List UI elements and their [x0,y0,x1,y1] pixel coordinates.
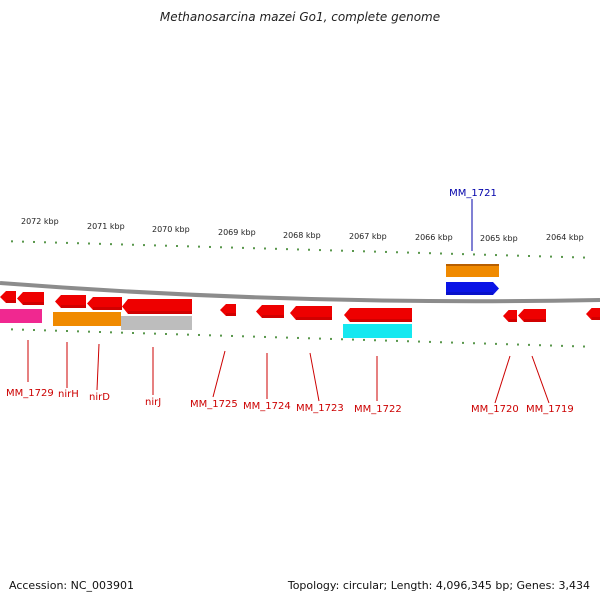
gene-arrow-shade [61,305,86,308]
gene-arrow [0,291,16,303]
gene-label: nirH [58,389,79,400]
magenta-feature-bar [0,309,42,323]
cyan-feature-bar [343,324,412,338]
kbp-label: 2064 kbp [546,233,584,242]
gene-arrow [122,299,192,314]
kbp-label: 2067 kbp [349,232,387,241]
lower-tick-track [11,328,585,348]
kbp-label: 2068 kbp [283,231,321,240]
gene-arrow [55,295,86,308]
gene-arrow-shade [128,311,192,314]
gene-arrow [220,304,236,316]
kbp-labels: 2072 kbp 2071 kbp 2070 kbp 2069 kbp 2068 kbp… [21,217,584,243]
gene-arrow [256,305,284,318]
gene-label: nirD [89,392,110,403]
highlight-gene-arrow-shade [446,292,493,295]
kbp-label: 2071 kbp [87,222,125,231]
highlight-gene-label: MM_1721 [449,188,497,199]
gene-arrow-shade [23,302,44,305]
gene-labels: MM_1729 nirH nirD nirJ MM_1725 MM_1724 MM_1723… [6,188,574,415]
gene-label: MM_1724 [243,401,291,412]
gene-arrow [87,297,122,310]
gene-arrow [17,292,44,305]
gene-arrow-shade [350,319,412,322]
gene-arrow-shade [262,315,284,318]
label-connector-line [212,350,226,398]
label-connector-line [309,352,320,402]
gene-arrow-shade [508,319,517,322]
gene-arrow-shade [6,300,16,303]
gene-label: MM_1720 [471,404,519,415]
orange-feature-bar [446,264,499,277]
gene-arrow-shade [591,317,600,320]
gene-arrow-shade [226,313,236,316]
gene-arrow-shade [93,307,122,310]
gene-label: MM_1729 [6,388,54,399]
accession-text: Accession: NC_003901 [9,579,135,592]
highlight-gene-arrow [446,282,499,295]
genome-summary-text: Topology: circular; Length: 4,096,345 bp… [287,579,590,592]
gene-label: nirJ [145,397,161,408]
kbp-label: 2066 kbp [415,233,453,242]
gene-arrow [586,308,600,320]
genome-backbone-line [0,281,600,304]
map-title: Methanosarcina mazei Go1, complete genom… [159,10,441,24]
gene-arrow [518,309,546,322]
upper-tick-track [11,240,585,259]
gene-arrow-shade [524,319,546,322]
orange-feature-bar-edge [446,264,499,266]
gene-label: MM_1722 [354,404,402,415]
gene-arrow [290,306,332,320]
gene-arrow [344,308,412,322]
gray-feature-bar [121,316,192,330]
gene-label: MM_1719 [526,404,574,415]
label-connector-line [494,355,511,404]
kbp-label: 2070 kbp [152,225,190,234]
label-connectors [27,199,550,404]
kbp-label: 2072 kbp [21,217,59,226]
gene-arrow [503,310,517,322]
gene-arrow-shade [296,317,332,320]
kbp-label: 2069 kbp [218,228,256,237]
gene-features [0,264,600,338]
orange-feature-bar [53,312,121,326]
gene-label: MM_1725 [190,399,238,410]
gene-label: MM_1723 [296,403,344,414]
label-connector-line [531,355,550,404]
label-connector-line [96,343,100,391]
kbp-label: 2065 kbp [480,234,518,243]
